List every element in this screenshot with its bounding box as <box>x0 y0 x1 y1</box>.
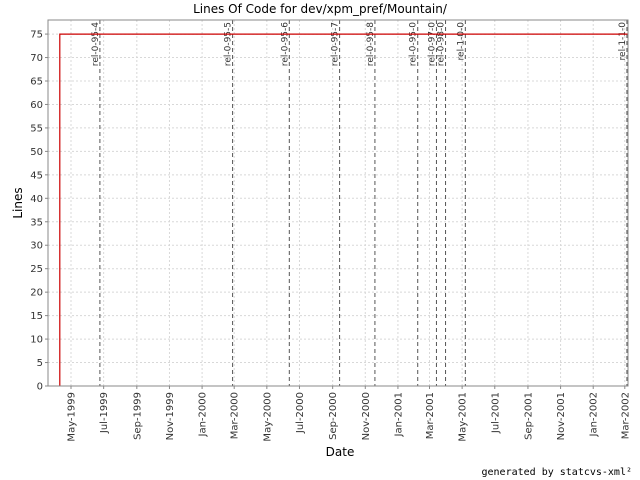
x-tick-label: Mar-2002 <box>620 392 631 439</box>
release-marker-label: rel-1-1-0 <box>618 22 628 61</box>
x-tick-label: Nov-2000 <box>361 392 372 440</box>
release-marker-label: rel-0-98-0 <box>437 22 447 66</box>
x-tick-label: Jan-2000 <box>198 392 209 437</box>
x-tick-label: May-2001 <box>458 392 469 442</box>
y-tick-label: 70 <box>30 53 43 64</box>
x-tick-label: Sep-1999 <box>132 392 143 440</box>
grid-lines <box>48 20 628 387</box>
x-tick-label: Jul-2001 <box>490 392 501 434</box>
y-tick-label: 65 <box>30 77 43 88</box>
release-marker-label: rel-1-0-0 <box>456 22 466 61</box>
y-tick-label: 50 <box>30 147 43 158</box>
x-tick-label: Jan-2001 <box>393 392 404 437</box>
y-tick-label: 55 <box>30 123 43 134</box>
y-tick-label: 35 <box>30 217 43 228</box>
x-tick-label: Mar-2000 <box>230 392 241 439</box>
plot-area <box>47 19 629 387</box>
x-axis-label: Date <box>326 445 355 459</box>
y-tick-label: 5 <box>37 358 43 369</box>
series-lines <box>59 33 628 386</box>
y-tick-label: 30 <box>30 241 43 252</box>
x-tick-label: May-1999 <box>67 392 78 442</box>
x-tick-label: Nov-2001 <box>556 392 567 440</box>
x-tick-label: Jul-1999 <box>99 392 110 434</box>
y-tick-label: 10 <box>30 335 43 346</box>
x-tick-label: Jan-2002 <box>589 392 600 437</box>
release-marker-label: rel-0-95-5 <box>224 22 234 66</box>
y-tick-label: 25 <box>30 264 43 275</box>
release-marker-label: rel-0-95-8 <box>366 22 376 66</box>
release-marker-label: rel-0-95-7 <box>331 22 341 66</box>
y-tick-label: 0 <box>37 382 43 393</box>
y-tick-label: 40 <box>30 194 43 205</box>
release-marker-label: rel-0-95-4 <box>91 22 101 66</box>
x-tick-label: May-2000 <box>262 392 273 442</box>
x-tick-label: Sep-2001 <box>523 392 534 440</box>
x-tick-label: Nov-1999 <box>165 392 176 440</box>
loc-series-line <box>59 33 628 386</box>
release-marker-label: rel-0-95-0 <box>409 22 419 66</box>
x-axis-ticks: May-1999 Jul-1999 Sep-1999 Nov-1999 Jan-2000… <box>67 386 631 442</box>
y-tick-label: 15 <box>30 311 43 322</box>
x-tick-label: Jul-2000 <box>295 392 306 434</box>
release-marker-label: rel-0-95-6 <box>280 22 290 66</box>
y-tick-label: 45 <box>30 170 43 181</box>
y-tick-label: 75 <box>30 30 43 41</box>
y-tick-label: 20 <box>30 288 43 299</box>
y-axis-label: Lines <box>11 187 25 218</box>
chart-title: Lines Of Code for dev/xpm_pref/Mountain/ <box>193 2 448 16</box>
footer-credit: generated by statcvs-xml² <box>481 467 632 478</box>
x-tick-label: Sep-2000 <box>328 392 339 440</box>
release-markers: rel-0-95-4 rel-0-95-5 rel-0-95-6 rel-0-95-7… <box>91 20 628 386</box>
y-tick-label: 60 <box>30 100 43 111</box>
x-tick-label: Mar-2001 <box>425 392 436 439</box>
release-marker-label: rel-0-97-0 <box>427 22 437 66</box>
y-axis-ticks: 0 5 10 15 20 25 30 35 40 45 50 55 60 65 70 75 <box>30 30 48 393</box>
